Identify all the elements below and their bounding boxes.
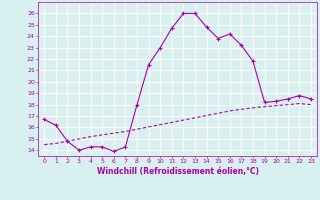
X-axis label: Windchill (Refroidissement éolien,°C): Windchill (Refroidissement éolien,°C) xyxy=(97,167,259,176)
